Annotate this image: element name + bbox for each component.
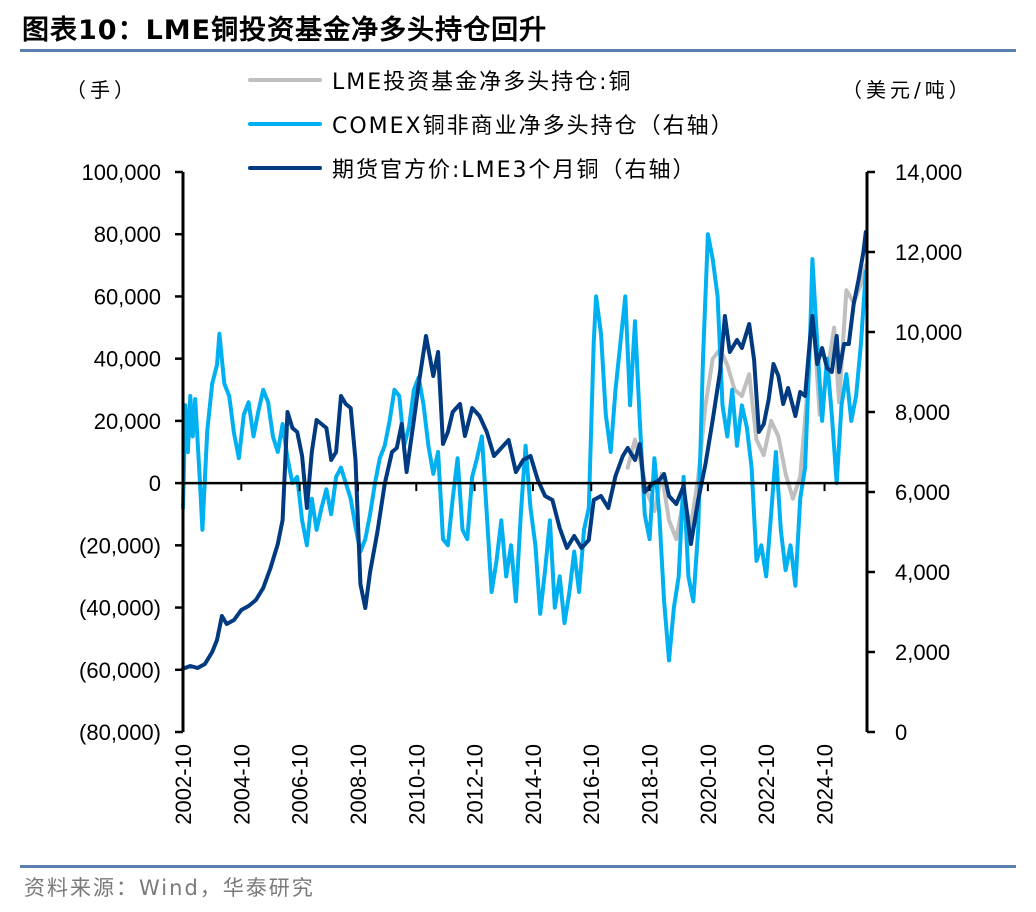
left-axis-tick-label: (40,000) xyxy=(79,596,161,621)
x-axis-tick-label: 2004-10 xyxy=(229,744,254,825)
left-axis-tick-label: (20,000) xyxy=(79,533,161,558)
right-axis-tick-label: 2,000 xyxy=(895,640,950,665)
right-axis-tick-label: 8,000 xyxy=(895,400,950,425)
left-axis-tick-label: 40,000 xyxy=(94,347,161,372)
left-axis-tick-label: 80,000 xyxy=(94,222,161,247)
x-axis-tick-label: 2016-10 xyxy=(579,744,604,825)
source-note: 资料来源：Wind，华泰研究 xyxy=(24,876,315,900)
legend-item-comex: COMEX铜非商业净多头持仓（右轴） xyxy=(248,102,735,146)
title-divider xyxy=(20,49,1016,52)
x-axis-tick-label: 2022-10 xyxy=(754,744,779,825)
legend-label-comex: COMEX铜非商业净多头持仓（右轴） xyxy=(332,114,735,139)
right-axis-tick-label: 14,000 xyxy=(895,160,962,185)
axes-layer: 100,000 80,000 60,000 40,000 20,000 0 (20,000)… xyxy=(79,160,962,825)
legend: LME投资基金净多头持仓:铜 COMEX铜非商业净多头持仓（右轴） 期货官方价:… xyxy=(248,58,735,190)
right-axis-unit-label: （美元/吨） xyxy=(842,78,973,102)
legend-item-lme-price: 期货官方价:LME3个月铜（右轴） xyxy=(248,146,735,190)
left-axis-tick-label: (80,000) xyxy=(79,720,161,745)
series-line-comex xyxy=(181,232,868,663)
series-line-lme-fund xyxy=(625,263,868,542)
x-axis-tick-label: 2002-10 xyxy=(171,744,196,825)
x-axis-tick-label: 2008-10 xyxy=(346,744,371,825)
legend-swatch-comex xyxy=(248,122,322,126)
left-axis-unit-label: （手） xyxy=(66,78,138,102)
legend-label-lme-price: 期货官方价:LME3个月铜（右轴） xyxy=(332,158,697,183)
chart-title: 图表10：LME铜投资基金净多头持仓回升 xyxy=(22,15,548,46)
x-axis-tick-label: 2014-10 xyxy=(521,744,546,825)
right-axis-tick-label: 10,000 xyxy=(895,320,962,345)
left-axis-tick-label: 60,000 xyxy=(94,284,161,309)
legend-swatch-lme-fund xyxy=(248,78,322,82)
x-axis-tick-label: 2020-10 xyxy=(696,744,721,825)
right-axis-tick-label: 6,000 xyxy=(895,480,950,505)
x-axis-tick-label: 2024-10 xyxy=(813,744,838,825)
left-axis-tick-label: 20,000 xyxy=(94,409,161,434)
x-axis-tick-label: 2012-10 xyxy=(463,744,488,825)
legend-label-lme-fund: LME投资基金净多头持仓:铜 xyxy=(332,70,633,95)
footer-divider xyxy=(20,865,1016,868)
series-line-lme-price xyxy=(181,230,868,671)
right-axis-tick-label: 4,000 xyxy=(895,560,950,585)
right-axis-tick-label: 0 xyxy=(895,720,907,745)
x-axis-tick-label: 2006-10 xyxy=(288,744,313,825)
legend-swatch-lme-price xyxy=(248,166,322,170)
legend-item-lme-fund: LME投资基金净多头持仓:铜 xyxy=(248,58,735,102)
x-axis-tick-label: 2018-10 xyxy=(638,744,663,825)
x-axis-tick-label: 2010-10 xyxy=(404,744,429,825)
left-axis-tick-label: 100,000 xyxy=(81,160,161,185)
left-axis-tick-label: (60,000) xyxy=(79,658,161,683)
left-axis-tick-label: 0 xyxy=(149,471,161,496)
series-layer xyxy=(181,230,868,671)
right-axis-tick-label: 12,000 xyxy=(895,240,962,265)
